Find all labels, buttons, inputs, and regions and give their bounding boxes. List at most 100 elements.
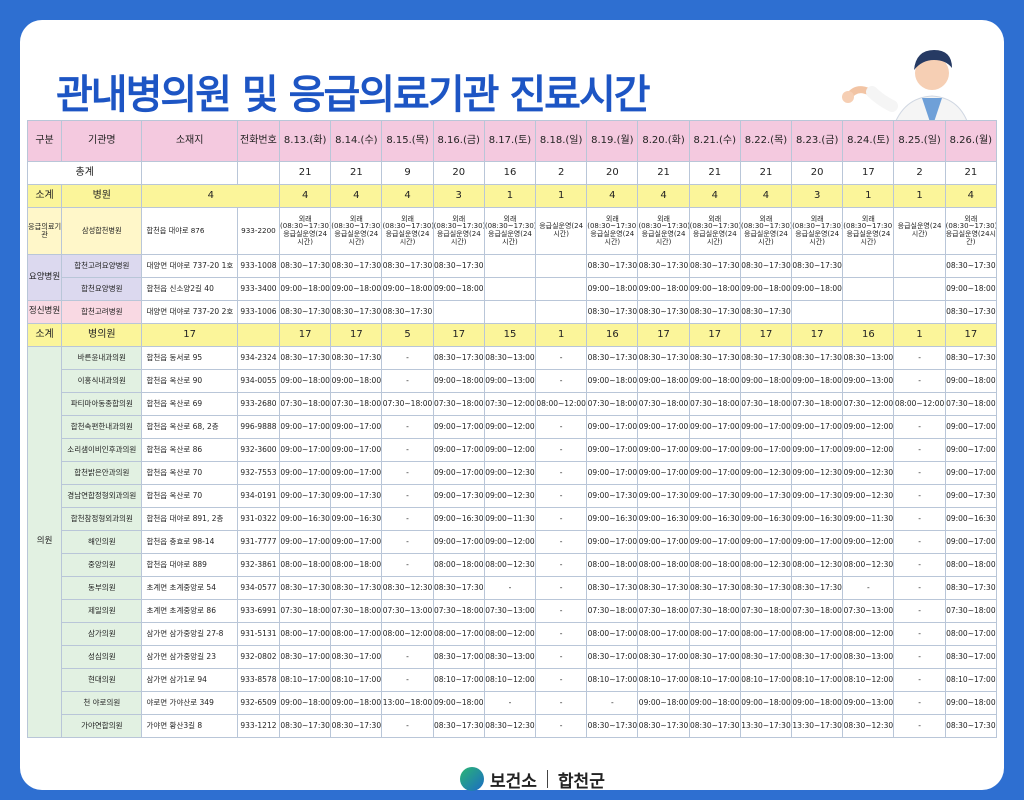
schedule-cell: 08:00~17:00 [637, 622, 690, 646]
institution-address: 합천읍 대야로 876 [141, 207, 238, 255]
total-value: 20 [432, 161, 485, 185]
total-value: 21 [330, 161, 383, 185]
schedule-cell: - [381, 553, 434, 577]
schedule-cell: - [893, 507, 946, 531]
institution-address: 삼가면 삼가중앙길 27-8 [141, 622, 238, 646]
schedule-cell: - [535, 668, 588, 692]
schedule-cell: 응급실운영(24시간) [893, 207, 946, 255]
clinic-subtotal-row: 소계 병의원 17 17 17 5 17 15 1 16 17 17 17 17 16 1 17 [26, 323, 998, 347]
hospital-subtotal-row: 소계 병원 4 4 4 4 3 1 1 4 4 4 4 3 1 1 4 [26, 184, 998, 208]
institution-name: 성심의원 [61, 645, 143, 669]
schedule-cell: 09:00~12:00 [842, 415, 895, 439]
schedule-cell: - [893, 553, 946, 577]
schedule-cell: 08:30~17:30 [330, 254, 383, 278]
institution-name: 소리샘이비인후과의원 [61, 438, 143, 462]
schedule-cell: 07:30~18:00 [330, 392, 383, 416]
schedule-cell: 07:30~13:00 [842, 599, 895, 623]
schedule-cell: 09:00~16:30 [330, 507, 383, 531]
institution-phone: 933-1008 [236, 254, 281, 278]
schedule-cell: 07:30~18:00 [432, 392, 485, 416]
institution-address: 합천읍 신소양2길 40 [141, 277, 238, 301]
clinic-row: 가야연합의원 가야면 황산3길 8 933-1212 08:30~17:30 08:30… [28, 714, 998, 738]
schedule-cell: 09:00~18:00 [330, 277, 383, 301]
schedule-cell: 08:30~17:30 [688, 254, 741, 278]
total-value: 9 [381, 161, 434, 185]
schedule-cell: 08:10~17:00 [791, 668, 844, 692]
header-date: 8.20.(화) [637, 120, 690, 162]
schedule-cell: 09:00~18:00 [791, 277, 844, 301]
schedule-cell [791, 300, 844, 324]
schedule-cell: 09:00~17:30 [279, 484, 332, 508]
schedule-cell: 08:10~17:00 [586, 668, 639, 692]
schedule-cell: 08:30~17:30 [279, 346, 332, 370]
schedule-cell: 09:00~11:30 [483, 507, 537, 531]
schedule-cell [535, 277, 588, 301]
total-value: 21 [279, 161, 332, 185]
institution-phone: 932-0802 [236, 645, 281, 669]
schedule-cell [842, 300, 895, 324]
schedule-cell: 07:30~18:00 [586, 392, 639, 416]
clinic-row: 해인의원 합천읍 충효로 98-14 931-7777 09:00~17:00 09:0… [28, 530, 998, 554]
schedule-cell: 09:00~12:00 [842, 438, 895, 462]
schedule-cell: 09:00~16:30 [944, 507, 998, 531]
schedule-cell: 09:00~17:00 [279, 530, 332, 554]
header-date: 8.13.(화) [279, 120, 332, 162]
schedule-cell: - [535, 484, 588, 508]
schedule-cell: 08:30~17:30 [432, 254, 485, 278]
institution-name: 파티마아동종합의원 [61, 392, 143, 416]
schedule-cell: 08:30~13:00 [483, 645, 537, 669]
schedule-cell: 09:00~18:00 [279, 691, 332, 715]
subtotal-value: 1 [842, 184, 895, 208]
institution-address: 합천읍 옥산로 70 [141, 461, 238, 485]
schedule-cell: 09:00~17:00 [279, 438, 332, 462]
schedule-cell: - [535, 346, 588, 370]
schedule-cell: 08:00~18:00 [944, 553, 998, 577]
subtotal-value: 17 [330, 323, 383, 347]
schedule-cell: 09:00~17:00 [637, 438, 690, 462]
schedule-cell: 08:00~12:30 [739, 553, 793, 577]
schedule-cell: 09:00~17:00 [944, 415, 998, 439]
institution-phone: 933-1212 [236, 714, 281, 738]
schedule-cell: 08:30~17:30 [944, 254, 998, 278]
schedule-cell: 09:00~12:30 [483, 484, 537, 508]
schedule-cell: - [586, 691, 639, 715]
schedule-cell: 08:30~17:00 [688, 645, 741, 669]
institution-name: 동부의원 [61, 576, 143, 600]
schedule-cell: 08:30~17:30 [688, 576, 741, 600]
schedule-cell: 09:00~18:00 [791, 369, 844, 393]
institution-name: 중앙의원 [61, 553, 143, 577]
subtotal-value: 4 [381, 184, 434, 208]
total-empty [236, 161, 281, 185]
schedule-cell [535, 254, 588, 278]
footer-logo: 보건소 합천군 [460, 766, 605, 792]
schedule-cell: 09:00~17:00 [688, 461, 741, 485]
header-date: 8.23.(금) [791, 120, 844, 162]
institution-name: 현대의원 [61, 668, 143, 692]
schedule-cell [842, 277, 895, 301]
institution-name: 합천참정형외과의원 [61, 507, 143, 531]
schedule-cell: 외래(08:30~17:30)응급실운영(24시간) [791, 207, 844, 255]
header-date: 8.22.(목) [739, 120, 793, 162]
institution-name: 바른윤내과의원 [61, 346, 143, 370]
schedule-cell: 08:00~18:00 [330, 553, 383, 577]
schedule-cell: 09:00~11:30 [842, 507, 895, 531]
subtotal-value: 4 [739, 184, 793, 208]
subtotal-value: 3 [791, 184, 844, 208]
schedule-cell: 08:30~17:30 [637, 576, 690, 600]
schedule-cell: 09:00~17:00 [688, 415, 741, 439]
schedule-cell: - [893, 668, 946, 692]
schedule-cell: 09:00~17:30 [330, 484, 383, 508]
subtotal-empty [236, 323, 281, 347]
schedule-cell: 09:00~17:00 [637, 530, 690, 554]
schedule-cell: 08:30~17:30 [791, 254, 844, 278]
schedule-cell: 07:30~18:00 [432, 599, 485, 623]
institution-phone: 934-0055 [236, 369, 281, 393]
institution-address: 대양면 대야로 737-20 2호 [141, 300, 238, 324]
schedule-cell: 09:00~16:30 [279, 507, 332, 531]
schedule-cell: - [381, 645, 434, 669]
subtotal-value: 4 [688, 184, 741, 208]
header-date: 8.17.(토) [483, 120, 537, 162]
schedule-cell: 08:30~17:30 [739, 254, 793, 278]
clinic-row: 현대의원 삼가면 삼가1로 94 933-8578 08:10~17:00 08:10~… [28, 668, 998, 692]
schedule-cell: - [535, 461, 588, 485]
